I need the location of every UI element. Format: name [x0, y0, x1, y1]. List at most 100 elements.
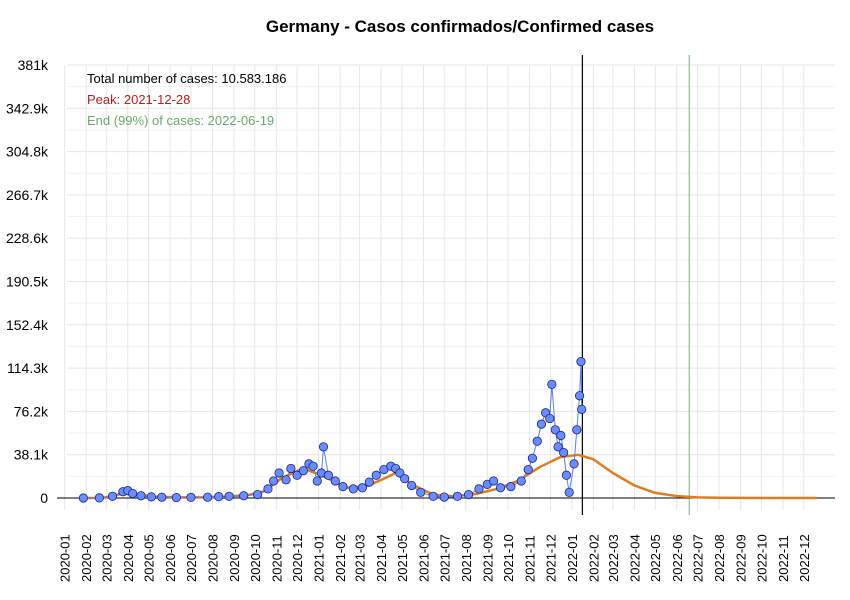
x-tick-label: 2020-05: [142, 534, 157, 582]
data-point: [203, 492, 213, 502]
data-point: [338, 482, 348, 492]
x-tick-label: 2022-01: [565, 534, 580, 582]
data-points-layer: [78, 357, 587, 503]
data-point: [532, 436, 542, 446]
x-tick-label: 2021-03: [353, 534, 368, 582]
data-point: [298, 466, 308, 476]
x-tick-label: 2021-12: [543, 534, 558, 582]
data-point: [577, 404, 587, 414]
data-point: [214, 492, 224, 502]
data-point: [348, 484, 358, 494]
y-tick-label: 266.7k: [6, 187, 49, 203]
data-point: [550, 425, 560, 435]
data-point: [527, 453, 538, 463]
data-point: [547, 379, 557, 389]
reference-lines: [581, 55, 690, 515]
data-point: [357, 483, 367, 493]
x-tick-label: 2021-11: [523, 535, 538, 582]
x-tick-label: 2022-06: [670, 534, 685, 582]
data-point: [157, 492, 167, 502]
x-tick-label: 2021-04: [374, 534, 389, 582]
data-point: [186, 492, 196, 503]
x-tick-label: 2020-06: [163, 534, 178, 582]
y-tick-label: 0: [40, 490, 48, 506]
y-tick-label: 342.9k: [6, 100, 49, 116]
x-tick-label: 2022-03: [606, 534, 621, 582]
x-tick-label: 2022-11: [776, 535, 791, 582]
x-tick-label: 2021-09: [480, 534, 495, 582]
annotation-total: Total number of cases: 10.583.186: [87, 71, 286, 86]
y-axis-ticks: 0 38.1k 76.2k 114.3k 152.4k 190.5k 228.6k 266.7…: [6, 57, 49, 506]
data-point: [274, 468, 284, 478]
data-point: [281, 475, 291, 485]
data-point: [407, 480, 417, 491]
x-tick-label: 2020-01: [58, 534, 73, 582]
x-tick-label: 2020-12: [290, 534, 305, 582]
data-point: [94, 493, 104, 503]
y-tick-label: 304.8k: [6, 144, 49, 160]
data-point: [146, 492, 156, 502]
y-tick-label: 228.6k: [6, 230, 49, 246]
x-tick-label: 2020-02: [79, 534, 94, 582]
scatter-connector: [83, 361, 583, 499]
y-tick-label: 114.3k: [7, 360, 49, 376]
data-point: [371, 470, 381, 480]
data-point: [318, 442, 329, 452]
data-point: [523, 464, 533, 475]
data-point: [323, 470, 333, 480]
data-point: [463, 489, 474, 500]
x-tick-label: 2020-08: [205, 534, 220, 582]
x-tick-label: 2022-04: [627, 534, 642, 582]
x-axis-ticks: 2020-01 2020-02 2020-03 2020-04 2020-05 2020-…: [58, 534, 812, 582]
data-point: [416, 487, 426, 497]
x-tick-label: 2021-10: [501, 534, 516, 582]
data-point: [252, 489, 263, 500]
data-point: [400, 474, 410, 484]
data-point: [330, 476, 340, 486]
x-tick-label: 2022-09: [734, 534, 749, 582]
data-point: [292, 470, 302, 480]
data-point: [239, 491, 249, 501]
data-point: [561, 470, 572, 480]
data-point: [559, 447, 569, 458]
data-point: [574, 391, 585, 401]
x-tick-label: 2021-01: [312, 534, 327, 582]
y-tick-label: 152.4k: [6, 317, 49, 333]
x-tick-label: 2022-12: [797, 534, 812, 582]
data-point: [564, 487, 574, 497]
data-point: [488, 476, 499, 486]
data-point: [474, 484, 484, 494]
grid: [64, 64, 835, 510]
data-point: [452, 491, 463, 501]
data-point: [545, 413, 555, 424]
data-point: [428, 491, 438, 501]
x-tick-label: 2021-05: [395, 534, 410, 582]
x-tick-label: 2022-10: [754, 534, 769, 582]
x-tick-label: 2020-04: [121, 534, 136, 582]
x-tick-label: 2022-05: [648, 534, 663, 582]
x-tick-label: 2020-10: [248, 534, 263, 582]
data-point: [224, 491, 234, 501]
data-point: [495, 483, 506, 493]
x-tick-label: 2020-09: [227, 534, 242, 582]
x-tick-label: 2022-07: [691, 534, 706, 582]
x-tick-label: 2022-08: [712, 534, 727, 582]
x-tick-label: 2022-02: [586, 534, 601, 582]
data-point: [506, 482, 516, 492]
data-point: [136, 491, 146, 501]
x-tick-label: 2020-07: [184, 534, 199, 582]
y-tick-label: 38.1k: [14, 447, 49, 463]
data-point: [556, 430, 566, 441]
data-point: [516, 476, 526, 486]
data-point: [364, 477, 374, 487]
data-point: [572, 425, 582, 435]
data-point: [78, 493, 88, 503]
data-point: [286, 463, 296, 474]
x-tick-label: 2021-08: [459, 534, 474, 582]
y-tick-label: 381k: [18, 57, 49, 73]
data-point: [576, 357, 586, 367]
annotation-peak: Peak: 2021-12-28: [87, 92, 190, 107]
data-point: [128, 488, 138, 499]
data-point: [439, 492, 449, 502]
data-point: [553, 442, 563, 452]
